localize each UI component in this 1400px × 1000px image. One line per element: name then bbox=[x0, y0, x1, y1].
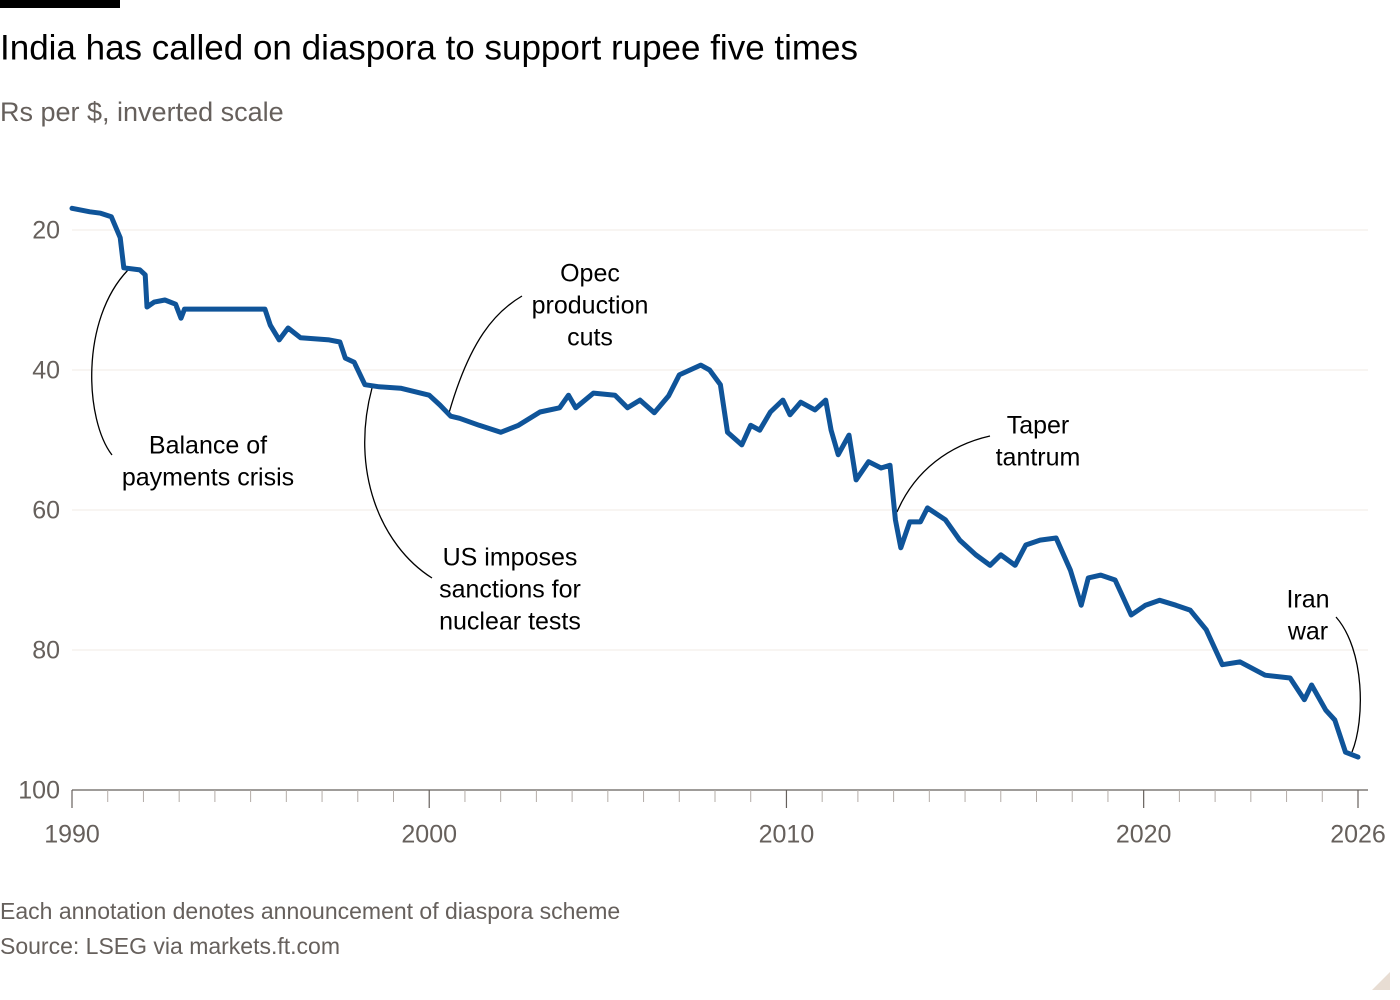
annotation-leaders bbox=[91, 269, 1361, 753]
chart-title: India has called on diaspora to support … bbox=[0, 28, 858, 67]
leader bbox=[448, 295, 523, 414]
brand-bar bbox=[0, 0, 120, 8]
annotation: nuclear tests bbox=[439, 608, 581, 636]
y-tick-label: 20 bbox=[32, 217, 60, 245]
x-tick-label: 1990 bbox=[44, 821, 100, 849]
annotation: production bbox=[532, 292, 649, 320]
annotation: cuts bbox=[567, 324, 613, 352]
annotation: sanctions for bbox=[439, 576, 581, 604]
corner-mark bbox=[1372, 972, 1390, 990]
annotation: Balance of bbox=[149, 432, 267, 460]
grid bbox=[71, 229, 1368, 808]
annotation: Taper bbox=[1007, 412, 1070, 440]
y-tick-label: 40 bbox=[32, 357, 60, 385]
annotation: war bbox=[1287, 618, 1328, 646]
chart-note: Each annotation denotes announcement of … bbox=[0, 898, 620, 924]
annotation: US imposes bbox=[443, 544, 578, 572]
y-tick-label: 60 bbox=[32, 497, 60, 525]
x-tick-label: 2010 bbox=[759, 821, 815, 849]
leader bbox=[364, 387, 433, 579]
x-tick-label: 2000 bbox=[401, 821, 457, 849]
chart-subtitle: Rs per $, inverted scale bbox=[0, 97, 284, 127]
line-series bbox=[69, 205, 1361, 760]
annotation: Iran bbox=[1286, 586, 1329, 614]
plot bbox=[69, 205, 1361, 760]
annotation: tantrum bbox=[996, 444, 1081, 472]
x-tick-label: 2020 bbox=[1116, 821, 1172, 849]
leader bbox=[896, 435, 991, 513]
y-tick-label: 80 bbox=[32, 637, 60, 665]
x-tick-label: 2026 bbox=[1330, 821, 1386, 849]
leader bbox=[91, 269, 129, 456]
annotation: payments crisis bbox=[122, 464, 294, 492]
y-tick-label: 100 bbox=[18, 777, 60, 805]
annotation: Opec bbox=[560, 260, 620, 288]
chart-source: Source: LSEG via markets.ft.com bbox=[0, 933, 340, 959]
leader bbox=[1335, 616, 1361, 753]
